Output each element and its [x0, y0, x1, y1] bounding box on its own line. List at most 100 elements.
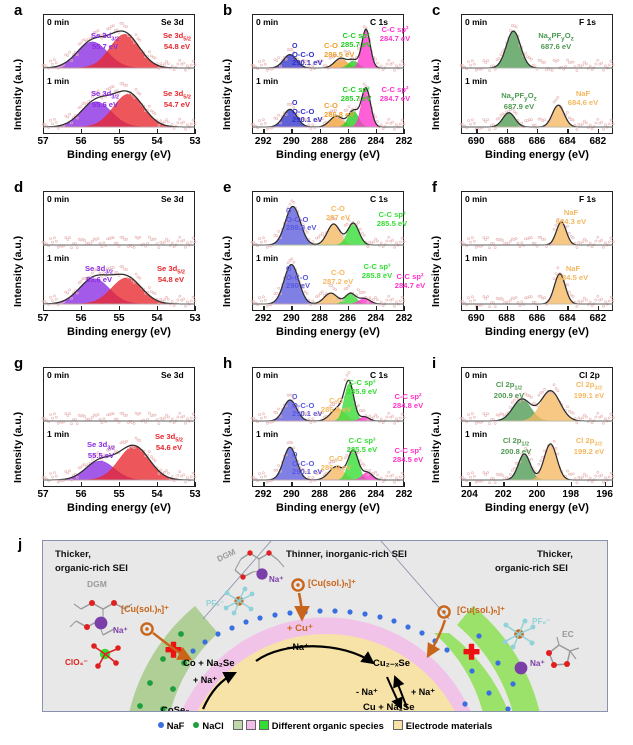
plot-area-e — [252, 191, 404, 311]
x-tick-mark-a-1 — [81, 129, 83, 134]
peak-annotation-h-1-1: C-O 286.9 eV — [320, 454, 352, 472]
x-tick-e-3: 286 — [339, 313, 357, 324]
x-tick-mark-a-3 — [157, 129, 159, 134]
x-tick-g-0: 57 — [37, 489, 49, 500]
legend-label-organic: Different organic species — [271, 719, 384, 731]
y-axis-label-a: Intensity (a.u.) — [12, 58, 24, 130]
peak-annotation-e-0-2: C-C sp³ 285.5 eV — [376, 210, 408, 228]
panel-letter-b: b — [223, 2, 233, 19]
x-axis-label-i: Binding energy (eV) — [485, 502, 589, 514]
peak-annotation-e-1-2: C-C sp³ 285.8 eV — [361, 262, 393, 280]
naf-marker-icon — [157, 722, 164, 728]
peak-annotation-h-0-2: C-C sp³ 285.9 eV — [346, 378, 378, 396]
x-tick-mark-f-4 — [597, 306, 600, 311]
x-tick-mark-d-3 — [157, 306, 159, 311]
cu-complex-right-label: [Cu(sol.)ₙ]⁺ — [457, 605, 505, 615]
x-tick-mark-i-4 — [604, 482, 606, 487]
panel-letter-a: a — [14, 2, 23, 19]
time-label-f-1: 1 min — [465, 253, 488, 263]
x-tick-mark-e-4 — [375, 306, 378, 311]
cu-complex-left-label: [Cu(sol.)ₙ]⁺ — [121, 604, 169, 614]
x-tick-mark-g-1 — [81, 482, 83, 487]
xps-panel-f: f Intensity (a.u.) F 1s 0 min 1 min NaF 684.3 … — [418, 177, 629, 355]
y-axis-label-c: Intensity (a.u.) — [430, 58, 442, 130]
x-axis-label-b: Binding energy (eV) — [276, 149, 380, 161]
time-label-a-1: 1 min — [47, 76, 70, 86]
x-tick-h-5: 282 — [395, 489, 413, 500]
x-tick-mark-b-1 — [291, 129, 293, 134]
x-tick-mark-i-3 — [570, 482, 573, 487]
x-tick-i-3: 198 — [562, 489, 580, 500]
reaction-step3-left-label: - Na⁺ — [356, 687, 378, 697]
x-tick-mark-d-1 — [81, 306, 83, 311]
peak-annotation-b-1-0: O O-C-O 290.1 eV — [292, 100, 323, 125]
legend-label-nacl: NaCl — [202, 719, 224, 731]
peak-annotation-c-1-1: NaF 684.6 eV — [567, 89, 599, 107]
species-label-c: F 1s — [579, 17, 597, 27]
peak-annotation-e-1-3: C-C sp² 284.7 eV — [394, 272, 426, 290]
x-tick-b-3: 286 — [339, 136, 357, 147]
x-tick-mark-f-3 — [567, 306, 569, 311]
peak-annotation-i-1-0: Cl 2p1/2 200.8 eV — [500, 436, 532, 456]
species-label-h: C 1s — [370, 370, 388, 380]
x-tick-a-3: 54 — [151, 136, 163, 147]
y-axis-label-i: Intensity (a.u.) — [430, 411, 442, 483]
panel-letter-e: e — [223, 179, 232, 196]
peak-annotation-e-1-0: O O-C-O 290 eV — [286, 266, 311, 291]
peak-annotation-b-0-0: O O-C-O 290.1 eV — [292, 43, 323, 68]
x-tick-d-2: 55 — [113, 313, 125, 324]
x-tick-mark-h-1 — [291, 482, 293, 487]
x-tick-c-0: 690 — [467, 136, 485, 147]
schematic-panel-j: Thicker, organic-rich SEI Thinner, inorg… — [42, 540, 608, 712]
x-tick-mark-c-4 — [597, 129, 600, 134]
x-tick-mark-b-4 — [375, 129, 378, 134]
x-tick-h-4: 284 — [367, 489, 385, 500]
x-tick-f-4: 682 — [589, 313, 607, 324]
organic-marker-icon-2 — [245, 720, 256, 730]
x-tick-b-0: 292 — [254, 136, 272, 147]
left-region-title-line1: Thicker, — [55, 549, 91, 560]
x-axis-label-c: Binding energy (eV) — [485, 149, 589, 161]
x-tick-g-3: 54 — [151, 489, 163, 500]
peak-annotation-a-0-1: Se 3d5/2 54.8 eV — [162, 31, 192, 51]
x-tick-g-1: 56 — [75, 489, 87, 500]
x-tick-b-1: 290 — [283, 136, 300, 147]
x-tick-mark-g-2 — [119, 482, 121, 487]
time-label-c-0: 0 min — [465, 17, 488, 27]
reaction-step2-top-label: + Cu⁺ — [287, 623, 313, 634]
time-label-e-0: 0 min — [256, 194, 279, 204]
peak-annotation-c-1-0: NaxPFyOz 687.9 eV — [501, 91, 537, 111]
right-solvent-label: EC — [562, 629, 574, 639]
x-tick-mark-g-3 — [157, 482, 159, 487]
x-tick-mark-c-0 — [476, 129, 478, 134]
x-tick-mark-h-4 — [375, 482, 378, 487]
x-tick-mark-i-2 — [537, 482, 539, 487]
x-tick-e-5: 282 — [395, 313, 413, 324]
species-label-b: C 1s — [370, 17, 388, 27]
peak-annotation-e-0-1: C-O 287 eV — [325, 204, 351, 222]
top-cation-label: Na⁺ — [269, 575, 284, 584]
x-tick-mark-f-0 — [476, 306, 478, 311]
center-region-title: Thinner, inorganic-rich SEI — [286, 549, 407, 560]
peak-annotation-b-0-1: C-O 286.5 eV — [324, 41, 355, 59]
x-tick-a-2: 55 — [113, 136, 125, 147]
x-tick-d-0: 57 — [37, 313, 49, 324]
peak-annotation-d-1-0: Se 3d3/2 55.6 eV — [84, 264, 114, 284]
plot-area-c — [461, 14, 613, 134]
x-axis-label-f: Binding energy (eV) — [485, 326, 589, 338]
x-tick-e-4: 284 — [367, 313, 385, 324]
peak-annotation-b-0-3: C-C sp² 284.7 eV — [379, 25, 411, 43]
legend-item-naf: NaF — [157, 720, 184, 731]
time-label-i-0: 0 min — [465, 370, 488, 380]
xps-panel-d: d Intensity (a.u.) Se 3d 0 min 1 min Se 3d3/2… — [0, 177, 211, 355]
panel-letter-j: j — [18, 536, 23, 553]
species-label-e: C 1s — [370, 194, 388, 204]
peak-annotation-c-0-0: NaxPFyOz 687.6 eV — [538, 31, 574, 51]
x-tick-mark-e-2 — [319, 306, 321, 311]
x-tick-e-1: 290 — [283, 313, 300, 324]
x-tick-e-2: 288 — [311, 313, 328, 324]
x-tick-mark-e-5 — [404, 306, 406, 311]
time-label-c-1: 1 min — [465, 76, 488, 86]
x-tick-c-3: 684 — [559, 136, 576, 147]
species-label-i: Cl 2p — [579, 370, 600, 380]
